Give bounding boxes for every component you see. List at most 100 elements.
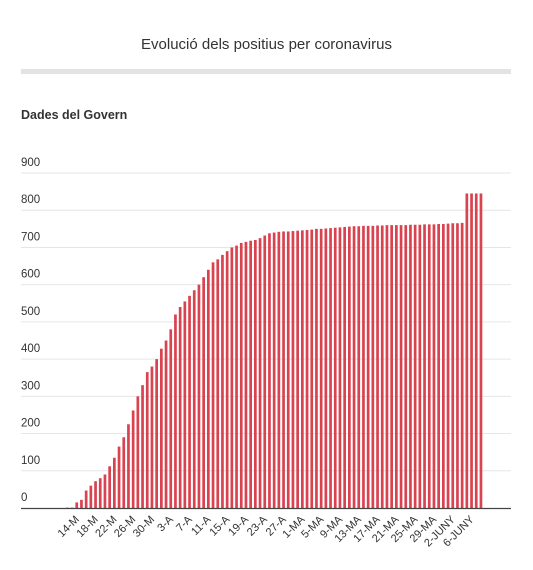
title-divider (21, 69, 511, 74)
bar (258, 238, 262, 508)
y-tick-label: 600 (21, 269, 40, 281)
bar (122, 437, 126, 508)
bar (230, 247, 234, 508)
bar (150, 366, 154, 508)
x-tick-label: 30-M (131, 514, 157, 540)
bar (103, 474, 107, 508)
bar (188, 295, 191, 508)
bar (456, 223, 459, 508)
bar (254, 240, 257, 508)
bar (409, 224, 412, 508)
bar (207, 269, 210, 508)
bar (89, 485, 93, 508)
bar (286, 231, 290, 508)
bar (465, 193, 469, 508)
bar (202, 277, 205, 508)
bar (117, 446, 121, 508)
bar (380, 225, 384, 508)
bar (319, 228, 323, 509)
bar (352, 226, 356, 508)
bar (395, 225, 398, 508)
bar (225, 251, 229, 508)
bar (84, 490, 88, 508)
bar (348, 226, 351, 508)
bar (474, 193, 478, 508)
bars (66, 193, 483, 509)
bar (427, 224, 431, 508)
bar (80, 499, 83, 508)
bar (333, 227, 337, 508)
y-tick-label: 700 (21, 231, 40, 243)
bar (192, 290, 196, 508)
bar (470, 193, 473, 508)
bar (127, 424, 130, 508)
y-tick-label: 500 (21, 306, 40, 318)
bar (155, 359, 158, 508)
bar (296, 230, 299, 508)
bar (282, 231, 285, 508)
bar (136, 396, 140, 508)
bar (277, 231, 281, 509)
bar (216, 259, 220, 508)
bar (432, 224, 436, 508)
bar (324, 228, 328, 508)
y-tick-label: 0 (21, 492, 27, 504)
bar (249, 240, 252, 508)
y-tick-label: 400 (21, 343, 40, 355)
bar (305, 229, 309, 508)
bar (329, 228, 332, 509)
bar (160, 348, 163, 508)
y-tick-label: 200 (21, 418, 40, 430)
x-tick-label: 19-A (226, 513, 251, 538)
bar (376, 225, 379, 508)
bar (301, 230, 304, 509)
chart-title: Evolució dels positius per coronavirus (141, 36, 392, 53)
bar (404, 225, 408, 508)
bar (413, 224, 417, 508)
bar (399, 225, 403, 508)
bar (315, 228, 318, 509)
bar (164, 340, 168, 508)
bar (221, 254, 224, 508)
x-tick-label: 3-A (155, 513, 176, 534)
bar (235, 245, 238, 509)
bar (442, 223, 445, 508)
bar (362, 225, 365, 508)
bar (174, 314, 177, 508)
chart-subtitle: Dades del Govern (21, 108, 128, 122)
x-tick-label: 23-A (245, 513, 270, 538)
y-tick-label: 900 (21, 157, 40, 169)
bar (371, 225, 375, 508)
bar (98, 478, 102, 508)
y-tick-label: 300 (21, 380, 40, 392)
bar (446, 223, 450, 508)
bar (268, 233, 271, 509)
bar (357, 226, 361, 508)
bar (343, 226, 346, 508)
bar (451, 223, 455, 508)
y-tick-label: 100 (21, 455, 40, 467)
bar (145, 372, 149, 508)
bar (131, 410, 135, 508)
bar (479, 193, 483, 508)
bar (108, 466, 111, 508)
bar (460, 222, 464, 508)
axis-labels: 010020030040050060070080090014-M18-M22-M… (21, 157, 477, 549)
bar (423, 224, 426, 508)
bar (418, 224, 422, 508)
bar (437, 223, 440, 508)
bar (385, 225, 389, 508)
bar (183, 301, 187, 508)
bar (291, 231, 295, 509)
bar (390, 225, 393, 508)
bar (239, 242, 243, 508)
bar (94, 481, 97, 508)
bar (272, 232, 276, 509)
bar (338, 227, 342, 508)
bar (178, 307, 182, 508)
x-tick-label: 15-A (207, 513, 232, 538)
bar (141, 385, 144, 508)
bar (75, 502, 79, 508)
bar (366, 225, 370, 508)
